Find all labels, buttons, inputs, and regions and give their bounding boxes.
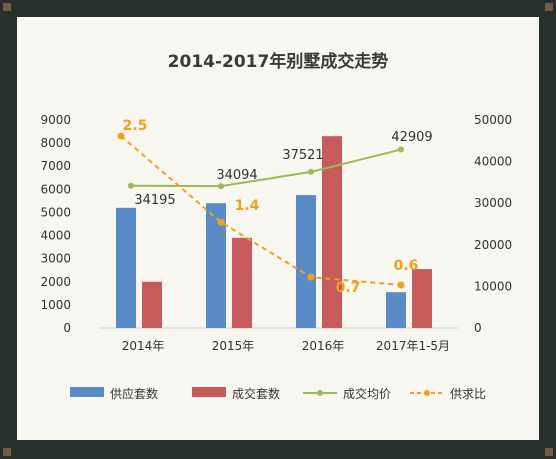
left-tick-label: 6000 bbox=[40, 182, 71, 196]
legend-swatch-bar bbox=[192, 387, 226, 397]
right-tick-label: 40000 bbox=[474, 155, 512, 169]
chart-panel bbox=[17, 17, 539, 440]
left-axis: 0 1000 2000 3000 4000 5000 6000 7000 8000 9000 bbox=[40, 113, 71, 335]
frame-corner bbox=[3, 3, 11, 11]
bar-sales bbox=[142, 281, 162, 328]
bar-supply bbox=[116, 207, 136, 328]
ratio-data-label: 0.6 bbox=[394, 258, 419, 274]
left-tick-label: 5000 bbox=[40, 205, 71, 219]
legend-swatch-marker bbox=[424, 390, 430, 396]
left-tick-label: 7000 bbox=[40, 159, 71, 173]
left-tick-label: 9000 bbox=[40, 113, 71, 127]
bar-sales bbox=[412, 269, 432, 328]
legend-swatch-bar bbox=[70, 387, 104, 397]
point-price bbox=[128, 182, 134, 189]
x-tick-label: 2017年1-5月 bbox=[376, 339, 450, 353]
legend-swatch-marker bbox=[317, 390, 323, 396]
legend-label: 供应套数 bbox=[110, 386, 158, 401]
left-tick-label: 8000 bbox=[40, 136, 71, 150]
left-tick-label: 3000 bbox=[40, 252, 71, 266]
left-tick-label: 0 bbox=[63, 321, 71, 335]
right-tick-label: 0 bbox=[474, 321, 482, 335]
bar-supply bbox=[386, 292, 406, 328]
legend-label: 供求比 bbox=[450, 387, 486, 401]
bar-series bbox=[116, 136, 432, 328]
frame-corner bbox=[3, 448, 11, 456]
line-price bbox=[130, 148, 402, 188]
price-data-label: 37521 bbox=[282, 148, 323, 163]
left-tick-label: 2000 bbox=[40, 275, 71, 289]
point-price bbox=[398, 146, 404, 153]
chart-title: 2014-2017年别墅成交走势 bbox=[168, 51, 389, 72]
left-tick-label: 4000 bbox=[40, 229, 71, 243]
price-data-label: 34195 bbox=[134, 193, 175, 208]
point-ratio bbox=[117, 132, 125, 140]
legend-label: 成交套数 bbox=[232, 386, 280, 401]
bar-supply bbox=[206, 203, 226, 328]
ratio-data-label: 1.4 bbox=[235, 198, 260, 214]
right-axis: 0 10000 20000 30000 40000 50000 bbox=[474, 113, 512, 335]
legend-label: 成交均价 bbox=[343, 386, 391, 401]
x-tick-label: 2015年 bbox=[212, 339, 255, 353]
right-tick-label: 10000 bbox=[474, 279, 512, 293]
price-data-label: 42909 bbox=[391, 130, 432, 145]
point-price bbox=[218, 183, 224, 190]
bar-supply bbox=[296, 195, 316, 328]
point-ratio bbox=[397, 281, 405, 289]
x-tick-label: 2016年 bbox=[302, 339, 345, 353]
line-ratio bbox=[120, 135, 402, 286]
x-axis: 2014年 2015年 2016年 2017年1-5月 bbox=[122, 339, 450, 353]
ratio-data-label: 0.7 bbox=[336, 280, 361, 296]
point-ratio bbox=[217, 218, 225, 226]
frame-corner bbox=[545, 3, 553, 11]
point-ratio bbox=[307, 273, 315, 281]
price-data-label: 34094 bbox=[216, 168, 257, 183]
right-tick-label: 50000 bbox=[474, 113, 512, 127]
ratio-data-label: 2.5 bbox=[123, 118, 148, 134]
line-series: 34195 34094 37521 42909 2.5 1.4 0.7 0.6 bbox=[117, 118, 433, 296]
frame-corner bbox=[545, 448, 553, 456]
bar-sales bbox=[232, 237, 252, 328]
point-price bbox=[308, 168, 314, 175]
x-tick-label: 2014年 bbox=[122, 339, 165, 353]
right-tick-label: 30000 bbox=[474, 196, 512, 210]
legend: 供应套数 成交套数 成交均价 供求比 bbox=[70, 386, 486, 401]
left-tick-label: 1000 bbox=[40, 298, 71, 312]
right-tick-label: 20000 bbox=[474, 238, 512, 252]
